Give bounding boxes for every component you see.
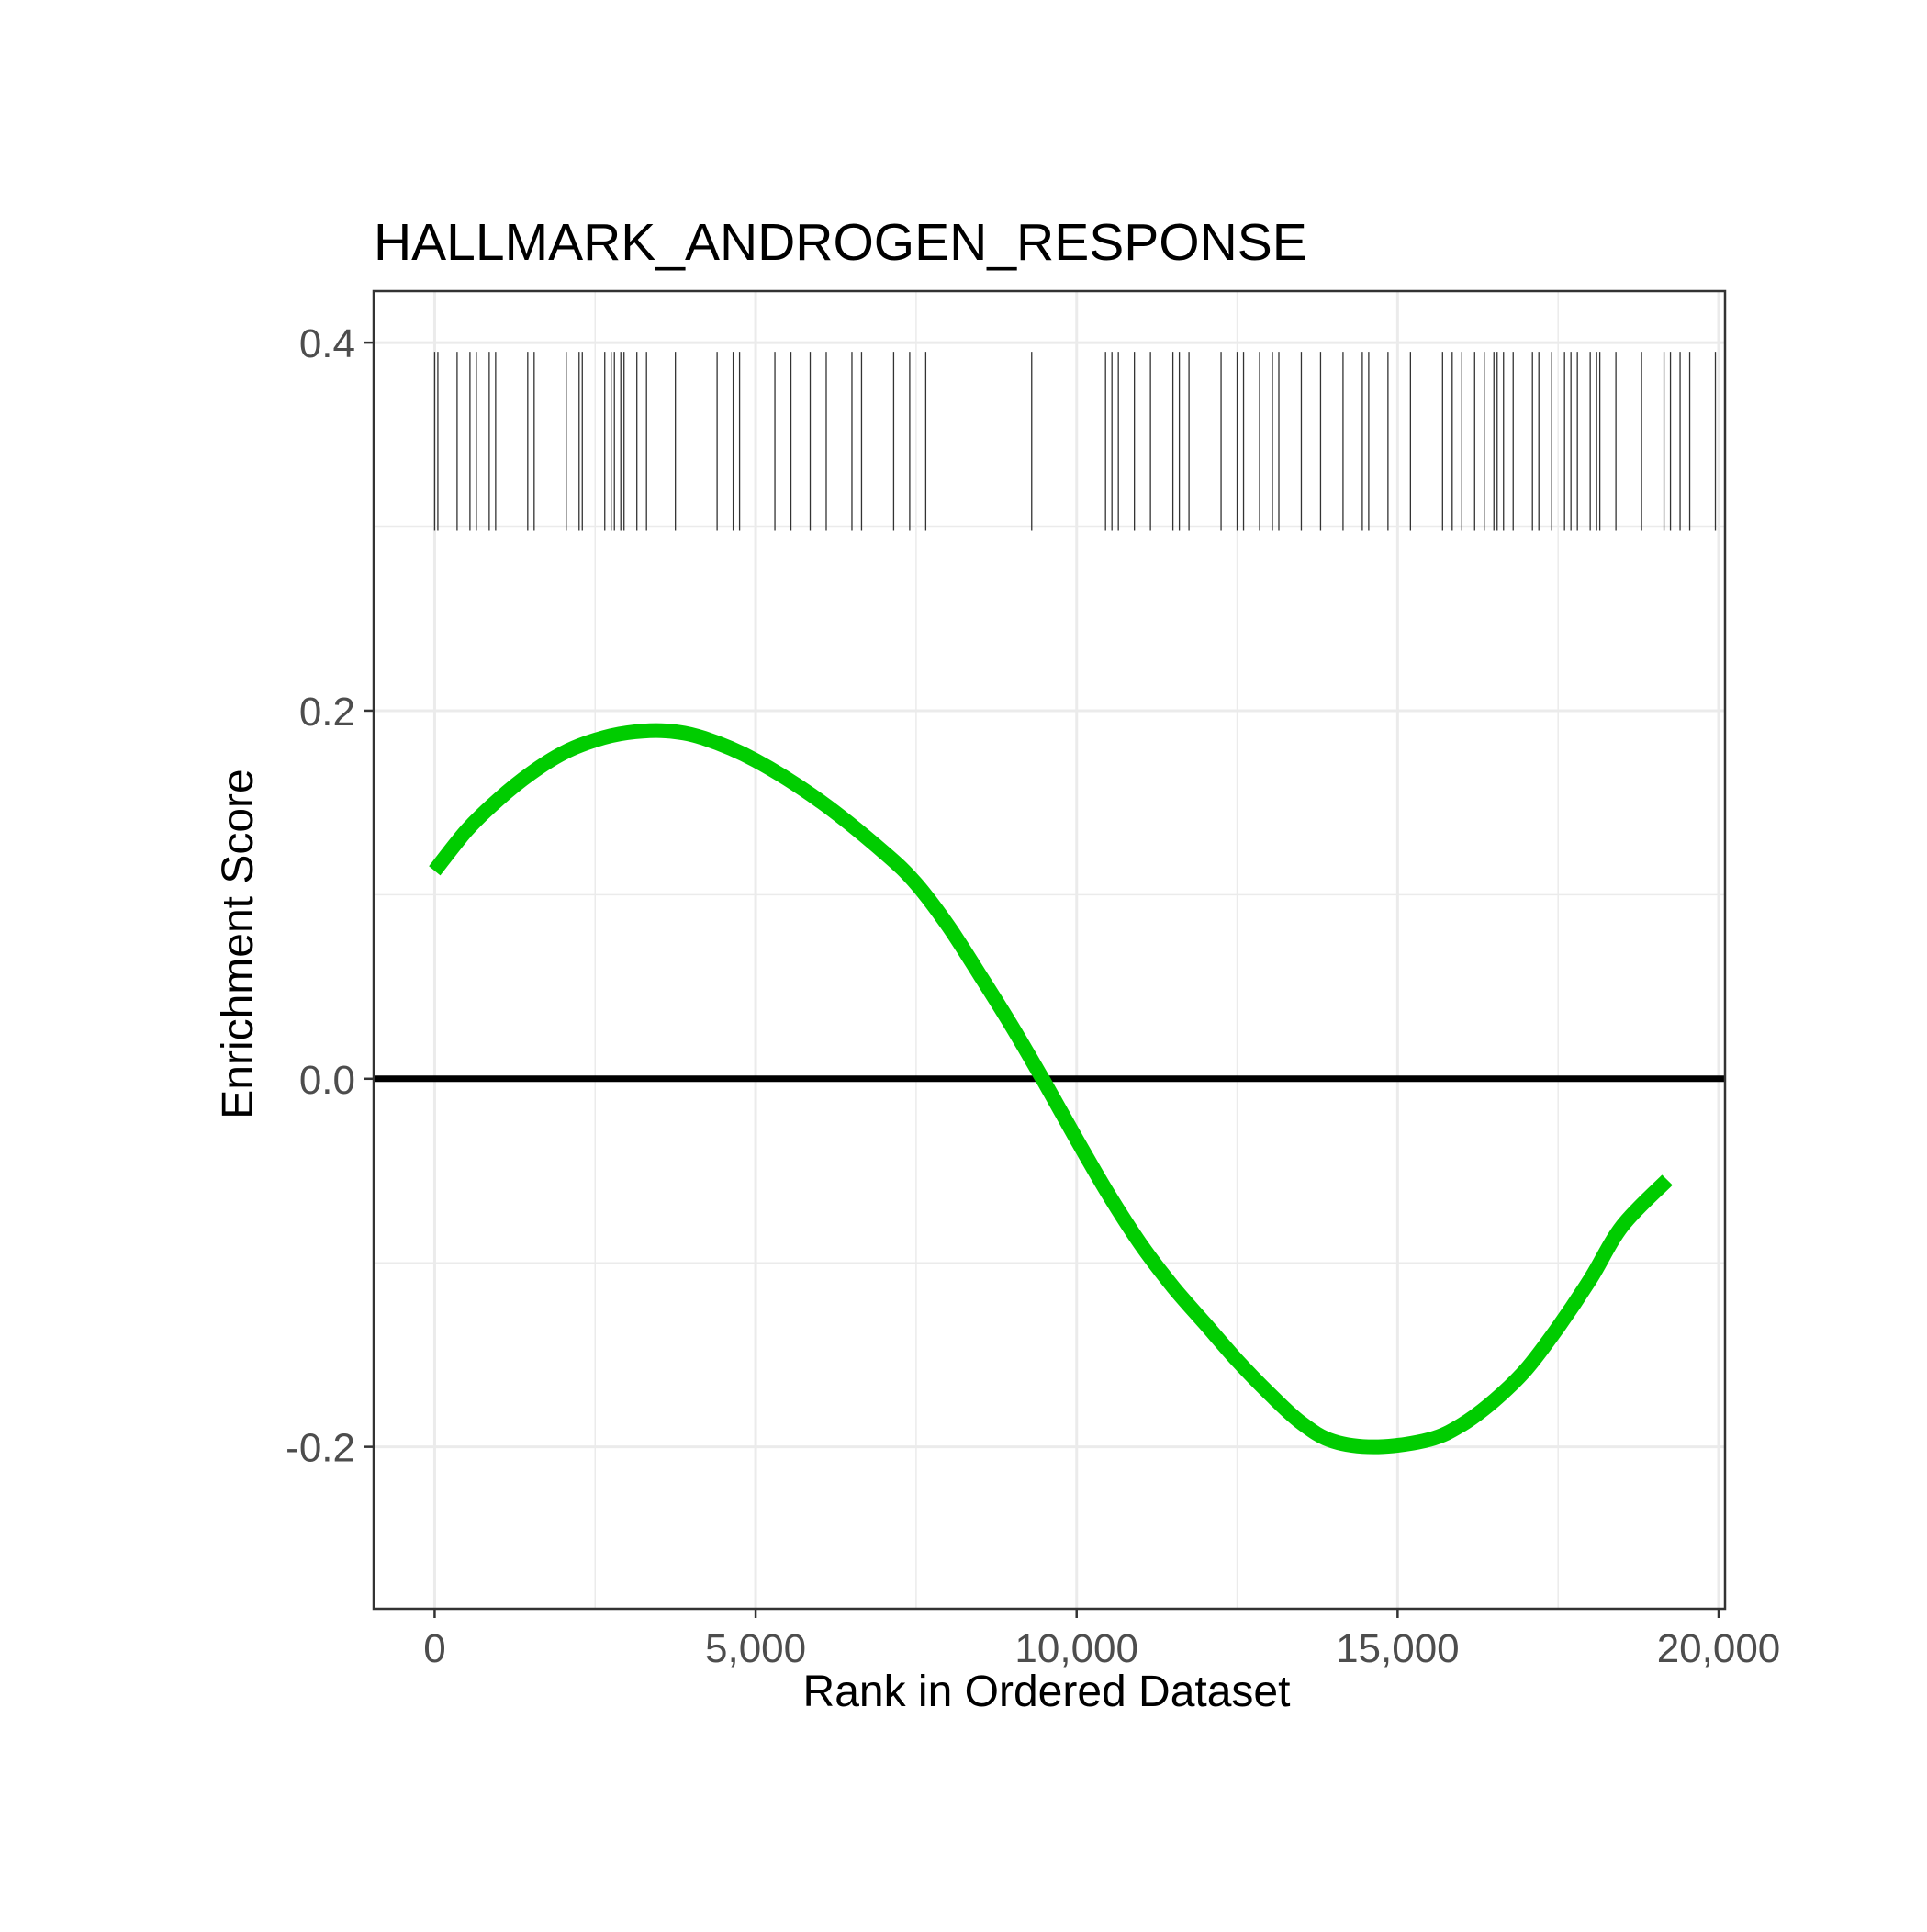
x-tick-label: 15,000	[1336, 1626, 1460, 1671]
gene-hit-ticks	[433, 352, 1717, 531]
x-tick-label: 5,000	[705, 1626, 806, 1671]
plot-panel-border	[372, 289, 1727, 1611]
y-tick-label: 0.2	[299, 690, 355, 735]
y-axis: -0.2 0.0 0.2 0.4	[286, 321, 374, 1471]
y-tick-label: 0.0	[299, 1058, 355, 1103]
x-tick-label: 0	[423, 1626, 445, 1671]
x-axis-title: Rank in Ordered Dataset	[803, 1668, 1291, 1716]
y-tick-label: -0.2	[286, 1426, 355, 1471]
x-tick-label: 10,000	[1014, 1626, 1138, 1671]
enrichment-score-curve	[429, 723, 1673, 1455]
x-tick-label: 20,000	[1657, 1626, 1781, 1671]
chart-title: HALLMARK_ANDROGEN_RESPONSE	[374, 213, 1307, 272]
x-axis: 0 5,000 10,000 15,000 20,000	[423, 1609, 1780, 1671]
y-tick-label: 0.4	[299, 321, 355, 366]
y-axis-title: Enrichment Score	[214, 769, 263, 1119]
